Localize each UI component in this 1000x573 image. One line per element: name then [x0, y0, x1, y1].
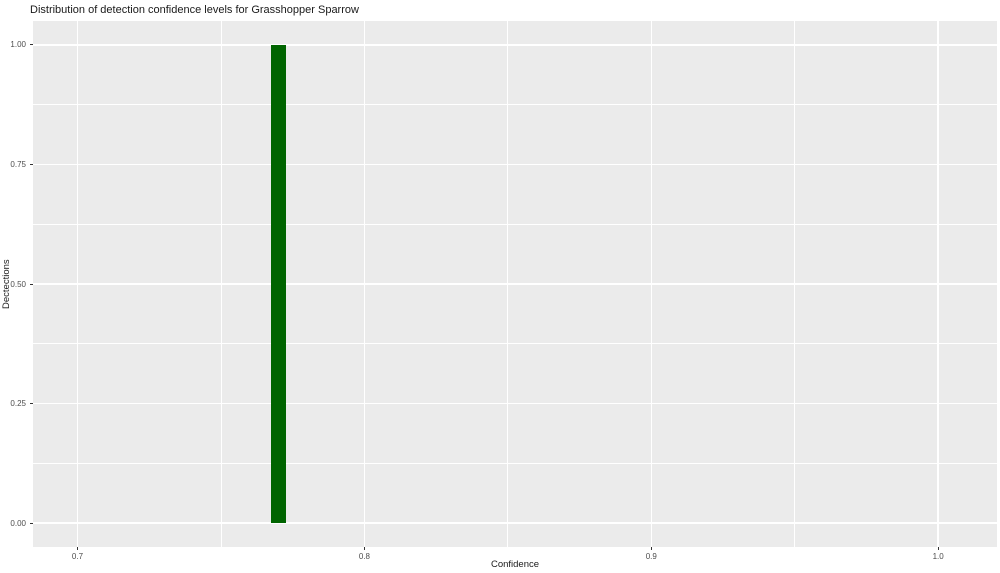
x-tick-label: 0.8	[358, 552, 370, 561]
x-tick-mark	[76, 547, 78, 550]
gridline-major-x	[650, 21, 653, 547]
x-tick-mark	[363, 547, 365, 550]
gridline-minor-y	[33, 104, 997, 106]
gridline-minor-y	[33, 462, 997, 464]
chart-title: Distribution of detection confidence lev…	[30, 4, 359, 16]
y-tick-mark	[30, 283, 33, 285]
y-tick-label: 1.00	[10, 40, 26, 50]
plot-panel	[33, 21, 997, 547]
gridline-major-x	[76, 21, 79, 547]
gridline-major-y	[33, 402, 997, 405]
y-tick-label: 0.25	[10, 399, 26, 409]
y-tick-label: 0.00	[10, 518, 26, 528]
confidence-bar	[270, 44, 286, 524]
x-axis-title: Confidence	[490, 559, 540, 570]
y-tick-mark	[30, 44, 33, 46]
y-tick-mark	[30, 163, 33, 165]
gridline-major-y	[33, 163, 997, 166]
x-tick-mark	[650, 547, 652, 550]
x-tick-mark	[937, 547, 939, 550]
gridline-major-y	[33, 522, 997, 524]
gridline-major-x	[363, 21, 366, 547]
y-tick-mark	[30, 522, 33, 524]
y-tick-label: 0.75	[10, 159, 26, 169]
y-tick-label: 0.50	[10, 279, 26, 289]
gridline-major-y	[33, 283, 997, 285]
x-tick-label: 0.9	[645, 552, 657, 561]
gridline-major-x	[937, 21, 939, 547]
gridline-minor-y	[33, 223, 997, 225]
y-tick-mark	[30, 403, 33, 405]
x-tick-label: 1.0	[932, 552, 944, 561]
gridline-major-y	[33, 44, 997, 46]
x-tick-label: 0.7	[71, 552, 84, 561]
gridline-minor-y	[33, 343, 997, 345]
